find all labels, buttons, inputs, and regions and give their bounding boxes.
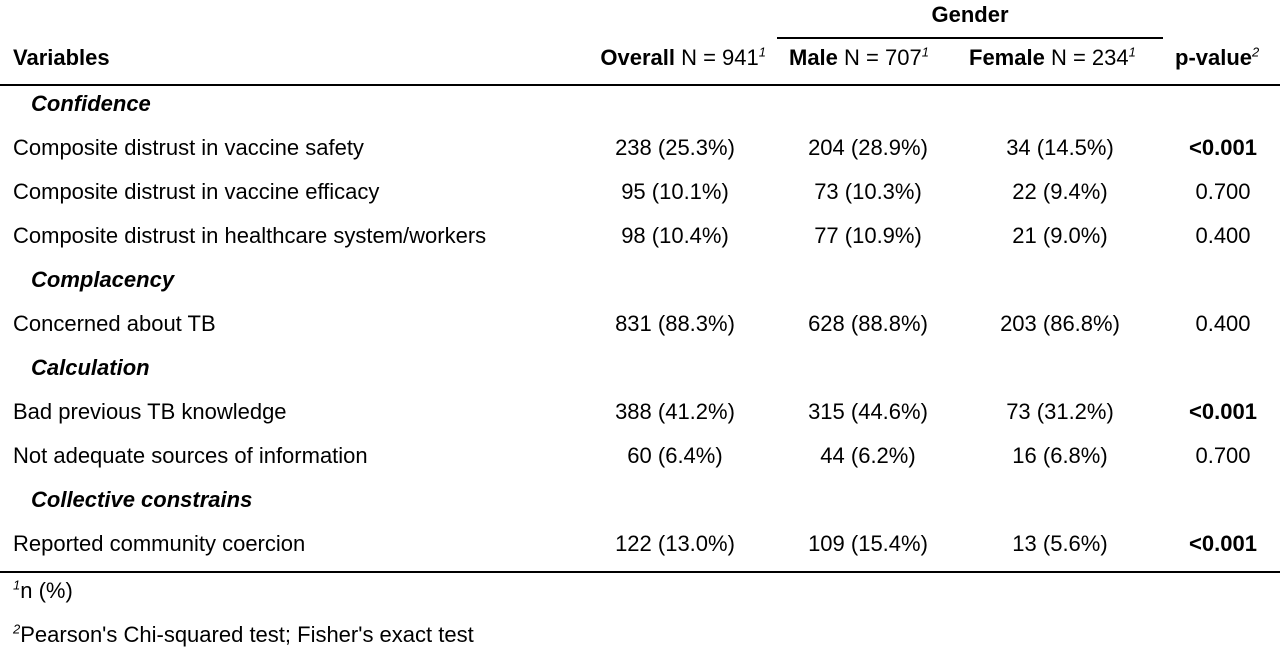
cell-p-value: 0.700 [1195, 443, 1251, 468]
overall-header: Overall N = 9411 [600, 45, 766, 71]
variables-header: Variables [13, 45, 110, 70]
female-header-label: Female [969, 45, 1045, 70]
section-title: Complacency [31, 267, 175, 292]
footnote-1: 1n (%) [13, 578, 73, 604]
row-label: Not adequate sources of information [13, 443, 368, 468]
footnote-2: 2Pearson's Chi-squared test; Fisher's ex… [13, 622, 474, 648]
cell-p-value: 0.400 [1195, 311, 1251, 336]
footnote-2-text: Pearson's Chi-squared test; Fisher's exa… [20, 622, 474, 647]
overall-header-label: Overall [600, 45, 675, 70]
pvalue-header-label: p-value [1175, 45, 1253, 70]
male-header-n: N = 707 [837, 45, 922, 70]
gender-group-header: Gender [931, 2, 1009, 27]
cell-overall: 831 (88.3%) [615, 311, 735, 336]
cell-female: 34 (14.5%) [1006, 135, 1114, 160]
section-title: Calculation [31, 355, 150, 380]
cell-female: 203 (86.8%) [1000, 311, 1120, 336]
cell-female: 16 (6.8%) [1012, 443, 1108, 468]
overall-header-n: N = 941 [674, 45, 759, 70]
overall-header-sup: 1 [758, 44, 766, 60]
cell-overall: 122 (13.0%) [615, 531, 735, 556]
cell-p-value: <0.001 [1189, 135, 1257, 160]
row-label: Reported community coercion [13, 531, 306, 556]
cell-female: 73 (31.2%) [1006, 399, 1114, 424]
section-title: Confidence [31, 91, 151, 116]
footnote-1-sup: 1 [13, 577, 21, 593]
cell-male: 204 (28.9%) [808, 135, 928, 160]
footnote-2-sup: 2 [13, 621, 21, 637]
footnote-1-text: n (%) [20, 578, 73, 603]
cell-p-value: <0.001 [1189, 531, 1257, 556]
female-header-sup: 1 [1128, 44, 1136, 60]
pvalue-header: p-value2 [1175, 45, 1259, 71]
row-label: Composite distrust in healthcare system/… [13, 223, 487, 248]
cell-overall: 388 (41.2%) [615, 399, 735, 424]
male-header-label: Male [789, 45, 838, 70]
cell-overall: 95 (10.1%) [621, 179, 729, 204]
cell-male: 628 (88.8%) [808, 311, 928, 336]
cell-female: 13 (5.6%) [1012, 531, 1108, 556]
pvalue-header-sup: 2 [1252, 44, 1260, 60]
cell-male: 77 (10.9%) [814, 223, 922, 248]
header-rule [0, 84, 1280, 86]
cell-p-value: 0.700 [1195, 179, 1251, 204]
gender-group-rule [777, 37, 1163, 39]
cell-male: 73 (10.3%) [814, 179, 922, 204]
row-label: Composite distrust in vaccine efficacy [13, 179, 380, 204]
cell-male: 44 (6.2%) [820, 443, 916, 468]
cell-overall: 98 (10.4%) [621, 223, 729, 248]
cell-overall: 60 (6.4%) [627, 443, 723, 468]
row-label: Bad previous TB knowledge [13, 399, 287, 424]
cell-female: 21 (9.0%) [1012, 223, 1108, 248]
cell-p-value: <0.001 [1189, 399, 1257, 424]
bottom-rule [0, 571, 1280, 573]
male-header: Male N = 7071 [789, 45, 929, 71]
female-header: Female N = 2341 [969, 45, 1136, 71]
cell-male: 315 (44.6%) [808, 399, 928, 424]
cell-male: 109 (15.4%) [808, 531, 928, 556]
row-label: Composite distrust in vaccine safety [13, 135, 364, 160]
cell-p-value: 0.400 [1195, 223, 1251, 248]
male-header-sup: 1 [921, 44, 929, 60]
section-title: Collective constrains [31, 487, 253, 512]
cell-female: 22 (9.4%) [1012, 179, 1108, 204]
row-label: Concerned about TB [13, 311, 216, 336]
female-header-n: N = 234 [1044, 45, 1129, 70]
cell-overall: 238 (25.3%) [615, 135, 735, 160]
